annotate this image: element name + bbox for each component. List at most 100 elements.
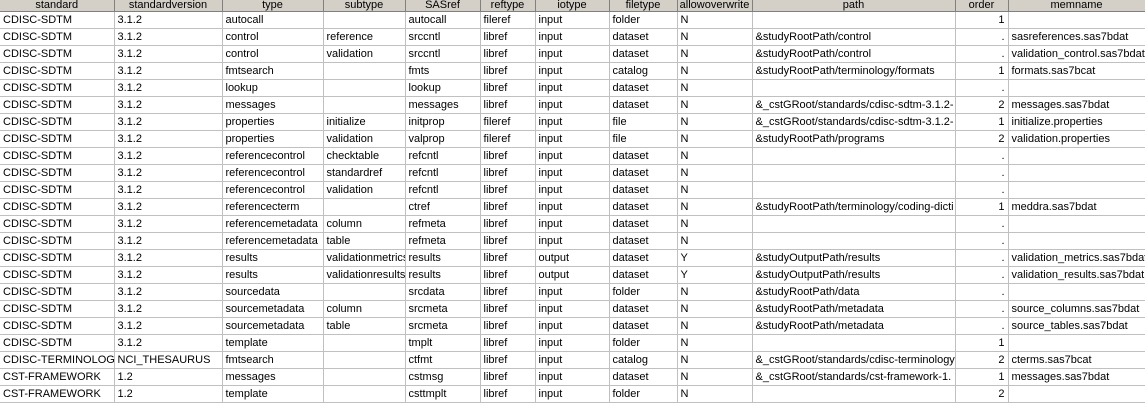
cell-reftype[interactable]: libref [480, 181, 536, 199]
cell-filetype[interactable]: folder [609, 334, 678, 352]
cell-iotype[interactable]: input [535, 79, 610, 97]
cell-standardversion[interactable]: 3.1.2 [114, 198, 223, 216]
cell-order[interactable]: 1 [955, 113, 1009, 131]
cell-order[interactable]: 2 [955, 351, 1009, 369]
cell-standard[interactable]: CDISC-SDTM [0, 11, 115, 29]
column-header-order[interactable]: order [955, 0, 1009, 12]
cell-sasref[interactable]: initprop [405, 113, 481, 131]
cell-standard[interactable]: CDISC-TERMINOLOGY [0, 351, 115, 369]
cell-subtype[interactable] [323, 351, 406, 369]
cell-type[interactable]: properties [222, 113, 324, 131]
cell-filetype[interactable]: dataset [609, 249, 678, 267]
cell-memname[interactable] [1008, 385, 1145, 403]
cell-allowoverwrite[interactable]: N [677, 198, 753, 216]
table-row[interactable]: CDISC-SDTM 3.1.2 fmtsearch fmts libref input c… [0, 62, 1145, 80]
cell-standard[interactable]: CDISC-SDTM [0, 300, 115, 318]
cell-reftype[interactable]: libref [480, 232, 536, 250]
cell-filetype[interactable]: folder [609, 385, 678, 403]
cell-filetype[interactable]: catalog [609, 62, 678, 80]
cell-path[interactable]: &studyRootPath/metadata [752, 300, 956, 318]
cell-subtype[interactable]: checktable [323, 147, 406, 165]
cell-allowoverwrite[interactable]: N [677, 334, 753, 352]
cell-path[interactable]: &_cstGRoot/standards/cdisc-sdtm-3.1.2- [752, 113, 956, 131]
cell-type[interactable]: referencecontrol [222, 147, 324, 165]
cell-reftype[interactable]: libref [480, 215, 536, 233]
cell-memname[interactable] [1008, 164, 1145, 182]
cell-standardversion[interactable]: 3.1.2 [114, 249, 223, 267]
cell-standard[interactable]: CDISC-SDTM [0, 45, 115, 63]
cell-reftype[interactable]: libref [480, 79, 536, 97]
cell-filetype[interactable]: dataset [609, 198, 678, 216]
cell-reftype[interactable]: libref [480, 96, 536, 114]
cell-memname[interactable]: source_columns.sas7bdat [1008, 300, 1145, 318]
cell-type[interactable]: sourcemetadata [222, 300, 324, 318]
cell-filetype[interactable]: dataset [609, 164, 678, 182]
cell-allowoverwrite[interactable]: Y [677, 249, 753, 267]
cell-sasref[interactable]: cstmsg [405, 368, 481, 386]
cell-memname[interactable]: validation_metrics.sas7bdat [1008, 249, 1145, 267]
cell-standard[interactable]: CDISC-SDTM [0, 96, 115, 114]
cell-type[interactable]: referencecterm [222, 198, 324, 216]
table-row[interactable]: CDISC-SDTM 3.1.2 results validationresults r… [0, 266, 1145, 284]
cell-subtype[interactable] [323, 283, 406, 301]
cell-allowoverwrite[interactable]: N [677, 11, 753, 29]
cell-memname[interactable] [1008, 79, 1145, 97]
cell-sasref[interactable]: refmeta [405, 232, 481, 250]
cell-type[interactable]: lookup [222, 79, 324, 97]
cell-standard[interactable]: CDISC-SDTM [0, 164, 115, 182]
cell-allowoverwrite[interactable]: N [677, 181, 753, 199]
cell-subtype[interactable] [323, 62, 406, 80]
column-header-path[interactable]: path [752, 0, 956, 12]
table-row[interactable]: CDISC-SDTM 3.1.2 control reference srccntl li… [0, 28, 1145, 46]
cell-reftype[interactable]: libref [480, 266, 536, 284]
cell-standardversion[interactable]: 3.1.2 [114, 164, 223, 182]
cell-path[interactable]: &studyOutputPath/results [752, 249, 956, 267]
cell-allowoverwrite[interactable]: N [677, 130, 753, 148]
cell-allowoverwrite[interactable]: N [677, 147, 753, 165]
cell-allowoverwrite[interactable]: N [677, 45, 753, 63]
cell-standardversion[interactable]: 3.1.2 [114, 283, 223, 301]
cell-subtype[interactable]: reference [323, 28, 406, 46]
cell-type[interactable]: fmtsearch [222, 62, 324, 80]
cell-order[interactable]: . [955, 45, 1009, 63]
table-row[interactable]: CDISC-SDTM 3.1.2 properties validation valpr… [0, 130, 1145, 148]
cell-allowoverwrite[interactable]: Y [677, 266, 753, 284]
cell-subtype[interactable] [323, 79, 406, 97]
cell-memname[interactable]: sasreferences.sas7bdat [1008, 28, 1145, 46]
cell-memname[interactable]: initialize.properties [1008, 113, 1145, 131]
cell-standard[interactable]: CDISC-SDTM [0, 130, 115, 148]
cell-filetype[interactable]: dataset [609, 266, 678, 284]
cell-sasref[interactable]: refmeta [405, 215, 481, 233]
table-row[interactable]: CDISC-SDTM 3.1.2 control validation srccntl l… [0, 45, 1145, 63]
cell-path[interactable] [752, 11, 956, 29]
cell-standard[interactable]: CST-FRAMEWORK [0, 385, 115, 403]
cell-allowoverwrite[interactable]: N [677, 96, 753, 114]
cell-type[interactable]: results [222, 266, 324, 284]
cell-order[interactable]: 1 [955, 368, 1009, 386]
cell-filetype[interactable]: dataset [609, 181, 678, 199]
cell-standardversion[interactable]: 3.1.2 [114, 317, 223, 335]
cell-order[interactable]: . [955, 164, 1009, 182]
table-row[interactable]: CDISC-SDTM 3.1.2 referencecontrol standardr… [0, 164, 1145, 182]
cell-standardversion[interactable]: 3.1.2 [114, 62, 223, 80]
cell-memname[interactable]: messages.sas7bdat [1008, 96, 1145, 114]
cell-standard[interactable]: CDISC-SDTM [0, 62, 115, 80]
cell-sasref[interactable]: ctfmt [405, 351, 481, 369]
table-row[interactable]: CDISC-SDTM 3.1.2 sourcemetadata column srcme… [0, 300, 1145, 318]
cell-type[interactable]: referencemetadata [222, 215, 324, 233]
cell-subtype[interactable] [323, 96, 406, 114]
cell-standardversion[interactable]: 3.1.2 [114, 147, 223, 165]
cell-iotype[interactable]: input [535, 334, 610, 352]
cell-filetype[interactable]: dataset [609, 79, 678, 97]
cell-reftype[interactable]: libref [480, 385, 536, 403]
cell-order[interactable]: . [955, 215, 1009, 233]
cell-sasref[interactable]: messages [405, 96, 481, 114]
cell-allowoverwrite[interactable]: N [677, 300, 753, 318]
cell-subtype[interactable]: table [323, 232, 406, 250]
table-row[interactable]: CDISC-SDTM 3.1.2 referencecontrol checktabl… [0, 147, 1145, 165]
cell-path[interactable] [752, 232, 956, 250]
cell-filetype[interactable]: folder [609, 11, 678, 29]
cell-sasref[interactable]: csttmplt [405, 385, 481, 403]
cell-order[interactable]: 1 [955, 334, 1009, 352]
cell-iotype[interactable]: input [535, 130, 610, 148]
